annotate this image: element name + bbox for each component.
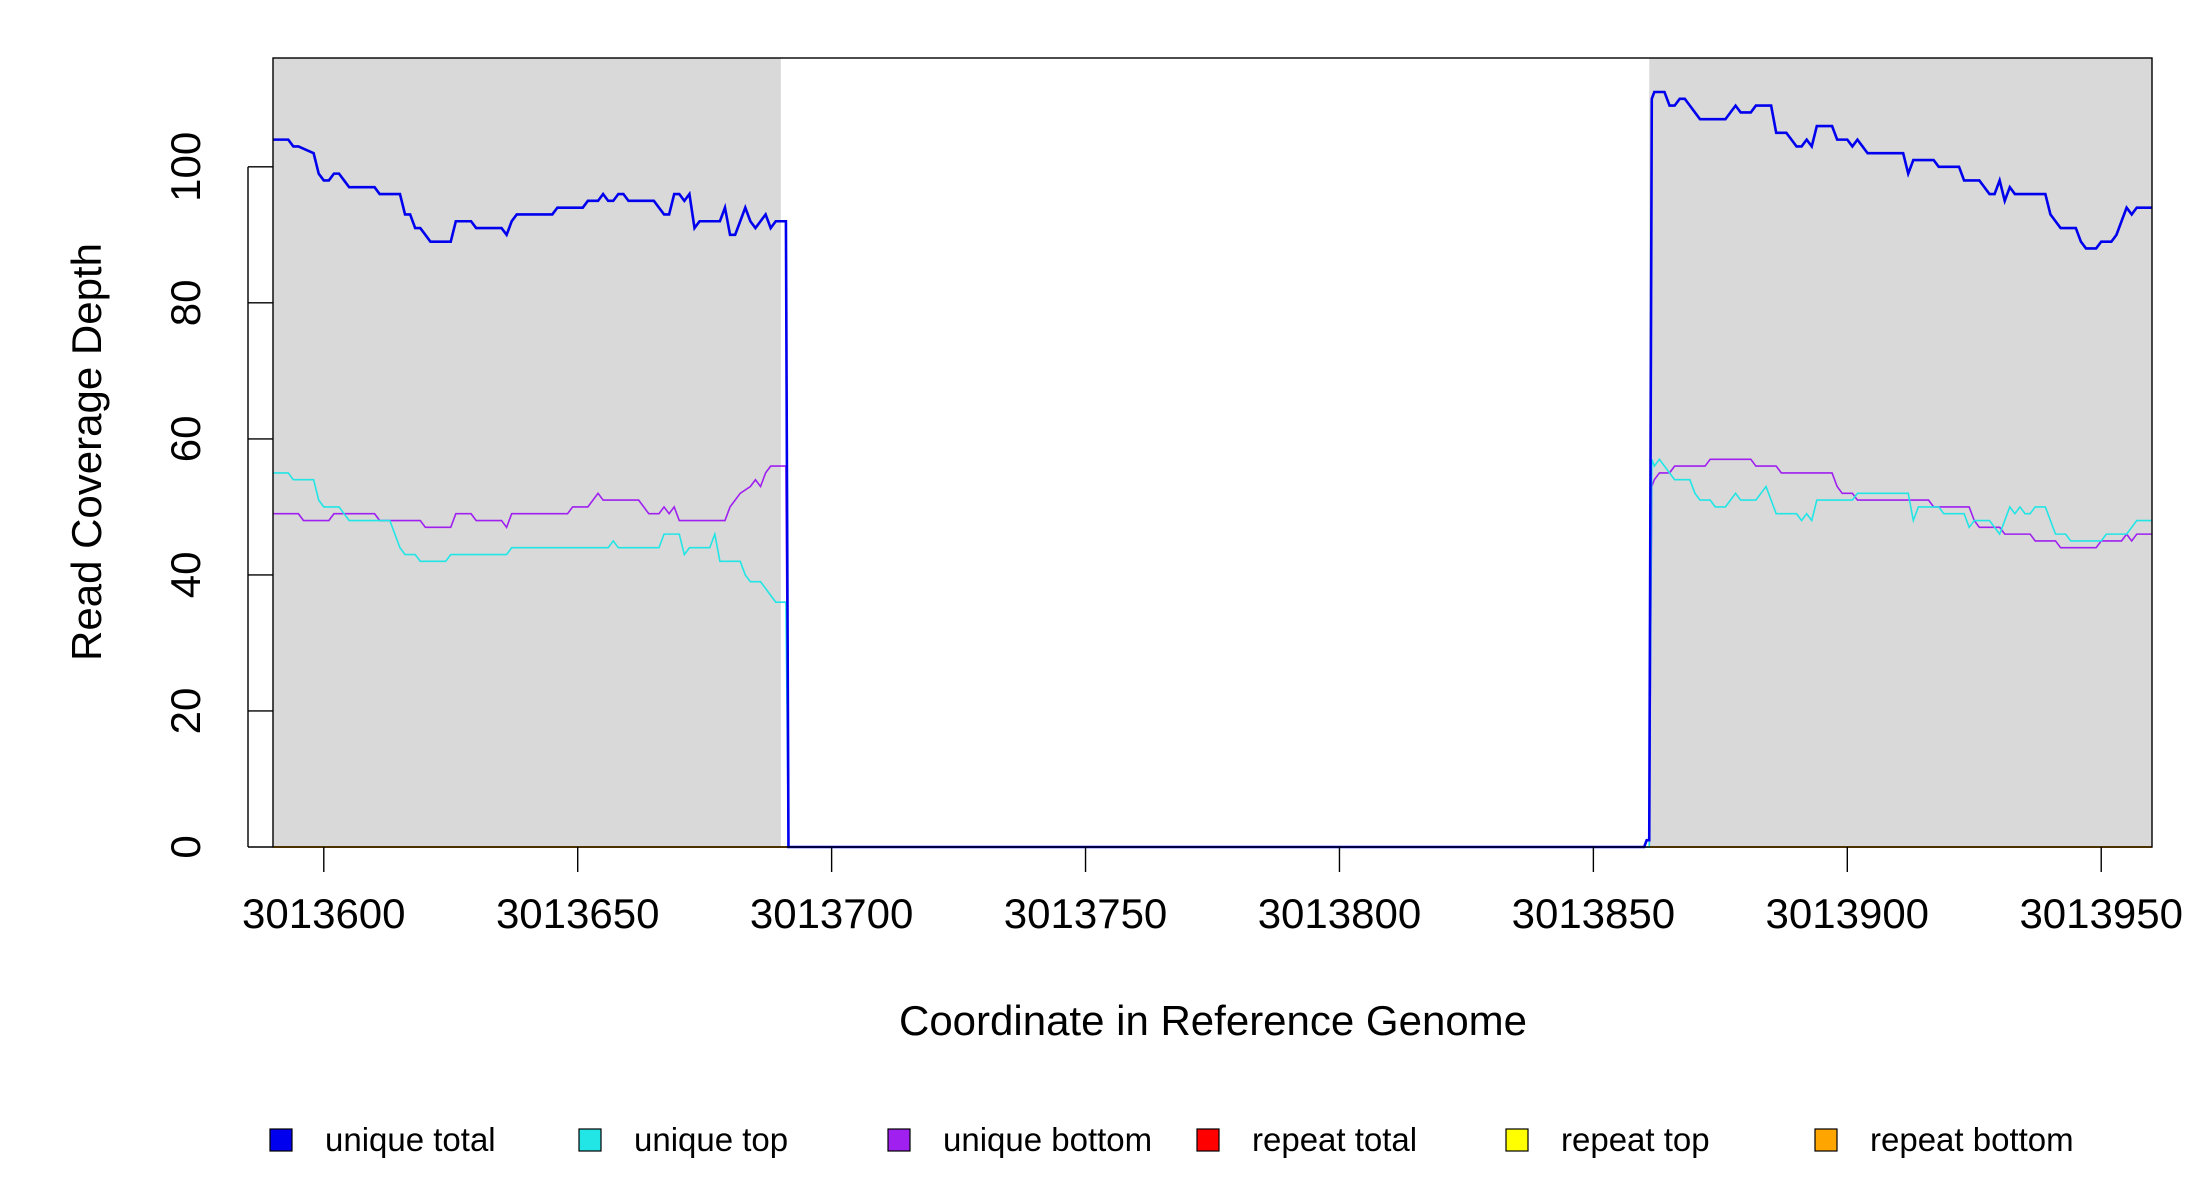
- legend-label: unique top: [634, 1121, 788, 1158]
- series-line-unique-bottom: [273, 458, 2152, 848]
- y-tick-label: 20: [162, 688, 209, 735]
- y-tick-label: 40: [162, 552, 209, 599]
- x-tick-label: 3013600: [242, 890, 406, 937]
- legend-label: repeat bottom: [1870, 1121, 2074, 1158]
- x-tick-label: 3013950: [2019, 890, 2183, 937]
- x-axis-label: Coordinate in Reference Genome: [899, 997, 1527, 1044]
- legend-swatch: [269, 1128, 293, 1152]
- legend: unique total unique top unique bottom repea…: [269, 1121, 2074, 1158]
- legend-swatch: [578, 1128, 602, 1152]
- y-axis-label: Read Coverage Depth: [63, 243, 110, 661]
- legend-item-unique-top: unique top: [578, 1121, 788, 1158]
- legend-label: repeat total: [1252, 1121, 1417, 1158]
- y-tick-label: 60: [162, 416, 209, 463]
- x-tick-label: 3013900: [1766, 890, 1930, 937]
- shaded-regions: [273, 58, 2152, 847]
- legend-label: unique total: [325, 1121, 496, 1158]
- x-tick-label: 3013700: [750, 890, 914, 937]
- x-tick-label: 3013750: [1004, 890, 1168, 937]
- legend-label: repeat top: [1561, 1121, 1710, 1158]
- x-tick-label: 3013650: [496, 890, 660, 937]
- legend-item-unique-total: unique total: [269, 1121, 496, 1158]
- series-line-unique-total: [273, 90, 2152, 849]
- legend-item-repeat-total: repeat total: [1196, 1121, 1417, 1158]
- legend-item-repeat-top: repeat top: [1505, 1121, 1710, 1158]
- shaded-region-2: [1649, 58, 2152, 847]
- y-tick-label: 80: [162, 280, 209, 327]
- series-line-unique-top: [273, 457, 2152, 848]
- legend-item-repeat-bottom: repeat bottom: [1814, 1121, 2074, 1158]
- y-tick-label: 100: [162, 132, 209, 202]
- plot-frame: [272, 57, 2153, 848]
- x-axis: 3013600 3013650 3013700 3013750 3013800 30138…: [242, 847, 2183, 937]
- legend-swatch: [1814, 1128, 1838, 1152]
- x-tick-label: 3013850: [1512, 890, 1676, 937]
- legend-swatch: [1505, 1128, 1529, 1152]
- legend-label: unique bottom: [943, 1121, 1152, 1158]
- legend-swatch: [1196, 1128, 1220, 1152]
- y-tick-label: 0: [162, 835, 209, 858]
- y-axis: 0 20 40 60 80 100: [162, 132, 273, 859]
- shaded-region-1: [273, 58, 781, 847]
- legend-swatch: [887, 1128, 911, 1152]
- legend-item-unique-bottom: unique bottom: [887, 1121, 1152, 1158]
- x-tick-label: 3013800: [1258, 890, 1422, 937]
